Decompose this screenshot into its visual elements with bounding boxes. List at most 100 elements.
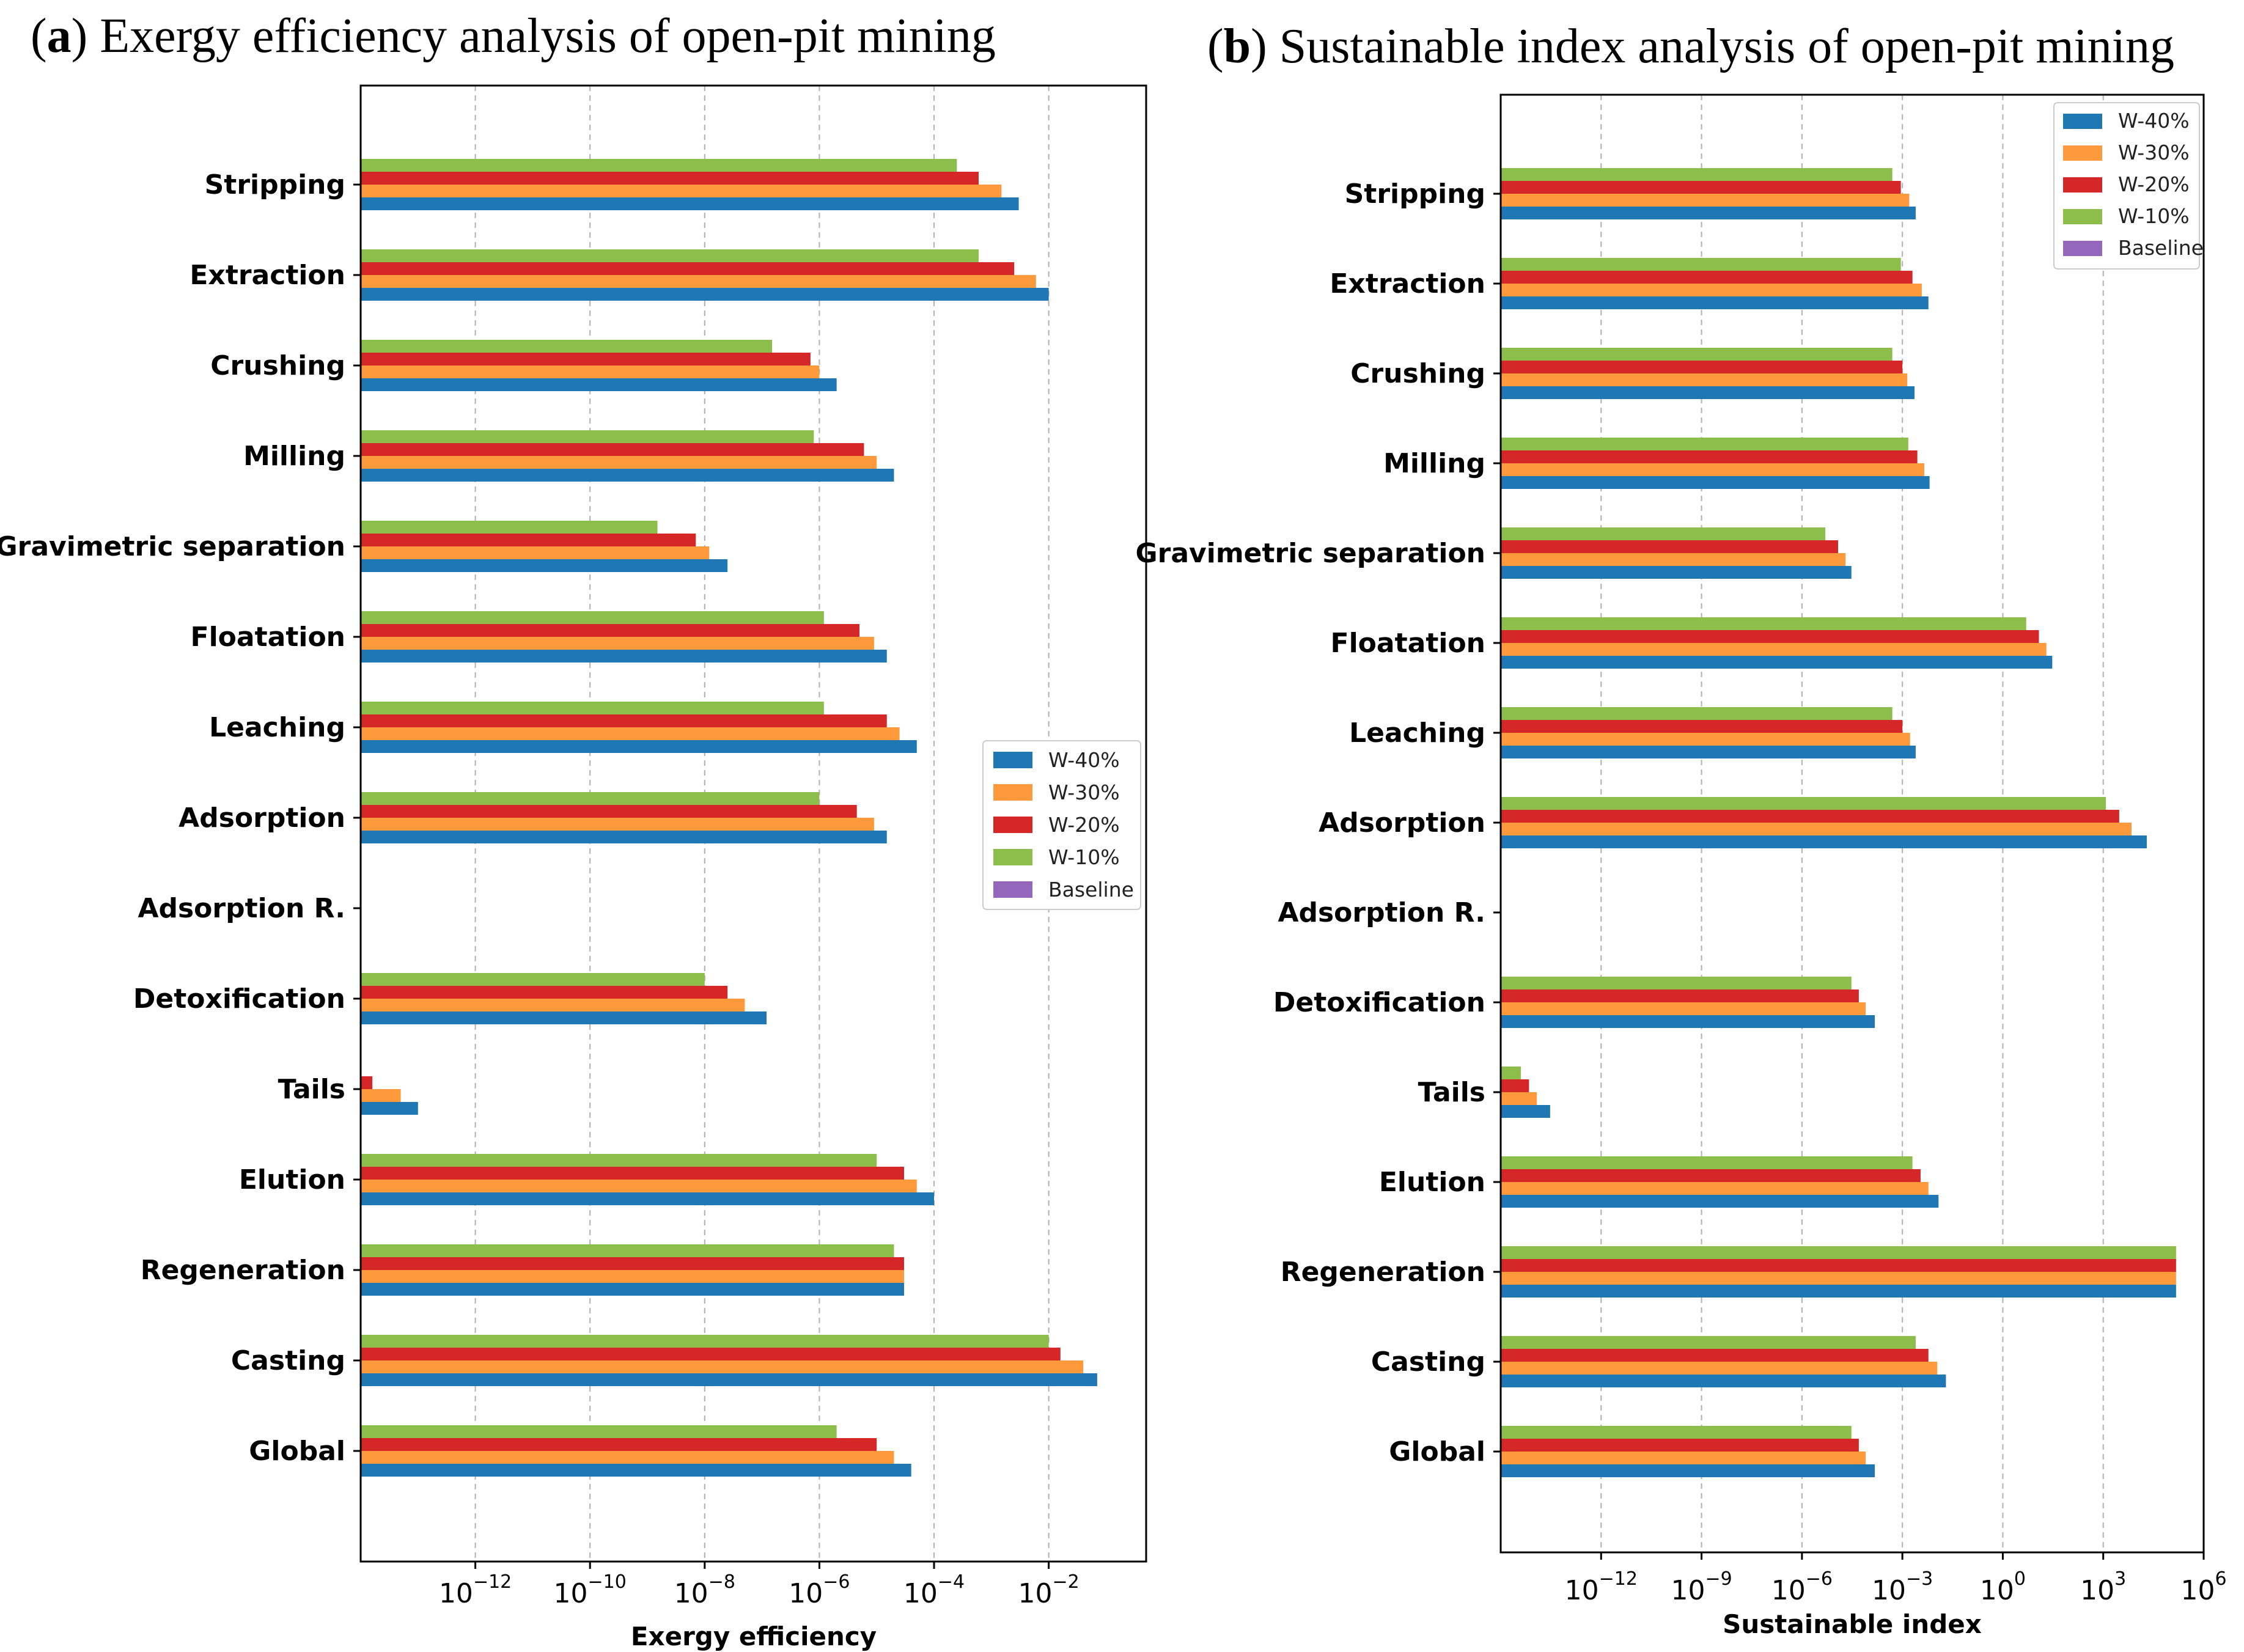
x-tick-label: 10−12: [1565, 1568, 1638, 1606]
bar-crushing-w-10: [1501, 348, 1893, 361]
x-tick-label: 10−10: [554, 1571, 627, 1609]
x-tick-label: 10−3: [1872, 1568, 1933, 1606]
legend-swatch-w-10: [993, 849, 1032, 865]
bar-extraction-w-10: [361, 249, 979, 262]
bar-crushing-w-20: [1501, 361, 1903, 373]
panel-a: (a) Exergy efficiency analysis of open-p…: [0, 9, 1147, 1651]
category-label-elution: Elution: [1379, 1167, 1485, 1198]
panel-a-legend-box: [982, 740, 1141, 910]
legend-swatch-w-30: [2063, 145, 2102, 161]
bar-tails-w-40: [361, 1102, 418, 1115]
bar-elution-w-10: [1501, 1156, 1913, 1169]
bar-crushing-w-40: [361, 378, 837, 391]
category-label-tails: Tails: [278, 1074, 345, 1105]
bar-floatation-w-40: [361, 650, 887, 663]
bar-elution-w-30: [361, 1180, 917, 1192]
bar-gravimetric-separation-w-20: [1501, 540, 1838, 553]
bar-global-w-20: [361, 1438, 877, 1451]
panel-a-bars: [361, 159, 1097, 1477]
x-tick-label: 106: [2180, 1568, 2226, 1606]
legend-label-w-30: W-30%: [1048, 780, 1120, 804]
bar-floatation-w-10: [1501, 617, 2026, 630]
panel-b-x-axis-label: Sustainable index: [1723, 1609, 1982, 1639]
category-label-regeneration: Regeneration: [141, 1255, 345, 1286]
bar-adsorption-w-30: [1501, 823, 2132, 835]
bar-tails-w-10: [1501, 1066, 1521, 1079]
bar-tails-w-30: [1501, 1092, 1537, 1105]
bar-elution-w-30: [1501, 1182, 1929, 1195]
bar-adsorption-w-20: [1501, 810, 2119, 823]
category-label-adsorption: Adsorption: [1319, 807, 1485, 839]
bar-elution-w-20: [361, 1167, 904, 1180]
bar-crushing-w-40: [1501, 386, 1915, 399]
bar-casting-w-30: [361, 1360, 1084, 1373]
bar-global-w-10: [1501, 1426, 1852, 1439]
panel-a-legend: W-40% W-30% W-20% W-10% Baseline: [982, 740, 1141, 910]
panel-b-legend: W-40% W-30% W-20% W-10% Baseline: [2053, 102, 2204, 270]
legend-label-w-20: W-20%: [1048, 813, 1120, 837]
panel-b-x-tick-labels: 10−12 10−9 10−6 10−3 100 103 106: [1565, 1552, 2227, 1606]
bar-casting-w-10: [1501, 1336, 1916, 1349]
category-label-adsorption-r: Adsorption R.: [1278, 897, 1485, 928]
category-label-tails: Tails: [1418, 1077, 1485, 1108]
category-label-casting: Casting: [1371, 1346, 1485, 1378]
category-label-gravimetric-separation: Gravimetric separation: [1136, 538, 1485, 569]
legend-swatch-w-10: [2063, 209, 2102, 224]
category-label-stripping: Stripping: [1345, 178, 1485, 210]
category-label-elution: Elution: [239, 1164, 345, 1195]
x-tick-label: 10−6: [789, 1571, 850, 1609]
legend-swatch-w-40: [2063, 114, 2102, 129]
legend-label-w-10: W-10%: [2118, 204, 2190, 228]
legend-swatch-w-20: [993, 817, 1032, 833]
category-label-adsorption-r: Adsorption R.: [138, 893, 345, 924]
bar-elution-w-40: [1501, 1195, 1939, 1208]
panel-b-legend-box: [2053, 102, 2200, 270]
legend-swatch-w-40: [993, 752, 1032, 768]
panel-a-x-axis-label: Exergy efficiency: [631, 1621, 877, 1651]
bar-stripping-w-40: [1501, 207, 1916, 219]
category-label-stripping: Stripping: [205, 169, 345, 200]
legend-label-w-20: W-20%: [2118, 172, 2190, 196]
bar-casting-w-10: [361, 1335, 1049, 1348]
bar-stripping-w-20: [361, 172, 979, 185]
panel-b-title: (b) Sustainable index analysis of open-p…: [1207, 20, 2174, 73]
bar-casting-w-40: [361, 1373, 1097, 1386]
legend-label-w-30: W-30%: [2118, 141, 2190, 164]
x-tick-label: 100: [1980, 1568, 2026, 1606]
bar-casting-w-40: [1501, 1375, 1946, 1387]
bar-regeneration-w-40: [1501, 1285, 2176, 1298]
bar-stripping-w-10: [361, 159, 957, 172]
category-label-milling: Milling: [243, 441, 345, 472]
bar-detoxification-w-30: [361, 999, 745, 1011]
bar-leaching-w-40: [361, 740, 917, 753]
bar-adsorption-w-40: [1501, 835, 2147, 848]
bar-crushing-w-10: [361, 340, 773, 353]
bar-regeneration-w-10: [361, 1244, 894, 1257]
bar-detoxification-w-20: [1501, 989, 1859, 1002]
bar-regeneration-w-10: [1501, 1246, 2176, 1259]
bar-tails-w-20: [1501, 1079, 1529, 1092]
bar-adsorption-w-40: [361, 831, 887, 843]
bar-floatation-w-30: [1501, 643, 2047, 656]
bar-regeneration-w-30: [1501, 1272, 2176, 1285]
bar-floatation-w-40: [1501, 656, 2053, 669]
x-tick-label: 10−2: [1018, 1571, 1080, 1609]
bar-regeneration-w-30: [361, 1270, 904, 1283]
category-label-global: Global: [1389, 1436, 1485, 1467]
bar-global-w-30: [1501, 1452, 1866, 1464]
x-tick-label: 10−12: [439, 1571, 512, 1609]
bar-crushing-w-30: [1501, 373, 1908, 386]
bar-floatation-w-10: [361, 611, 824, 624]
bar-milling-w-10: [361, 430, 814, 443]
bar-global-w-20: [1501, 1439, 1859, 1452]
bar-stripping-w-10: [1501, 168, 1893, 181]
bar-extraction-w-40: [361, 288, 1049, 301]
bar-regeneration-w-40: [361, 1283, 904, 1296]
panel-b-category-labels: Stripping Extraction Crushing Milling Gravim…: [1136, 178, 1501, 1467]
x-tick-label: 10−6: [1771, 1568, 1833, 1606]
category-label-extraction: Extraction: [1330, 268, 1485, 299]
bar-floatation-w-20: [361, 624, 859, 637]
bar-gravimetric-separation-w-10: [361, 521, 658, 534]
bar-gravimetric-separation-w-40: [1501, 566, 1852, 579]
